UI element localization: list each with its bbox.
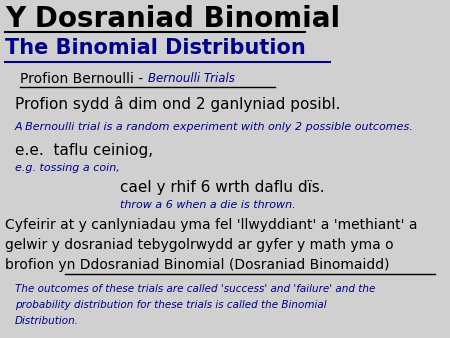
Text: A Bernoulli trial is a random experiment with only 2 possible outcomes.: A Bernoulli trial is a random experiment…: [15, 122, 414, 132]
Text: cael y rhif 6 wrth daflu dïs.: cael y rhif 6 wrth daflu dïs.: [120, 180, 324, 195]
Text: Y Dosraniad Binomial: Y Dosraniad Binomial: [5, 5, 340, 33]
Text: The Binomial Distribution: The Binomial Distribution: [5, 38, 306, 58]
Text: throw a 6 when a die is thrown.: throw a 6 when a die is thrown.: [120, 200, 296, 210]
Text: The outcomes of these trials are called 'success' and 'failure' and the: The outcomes of these trials are called …: [15, 284, 375, 294]
Text: brofion yn Ddosraniad Binomial (Dosraniad Binomaidd): brofion yn Ddosraniad Binomial (Dosrania…: [5, 258, 390, 272]
Text: Profion Bernoulli -: Profion Bernoulli -: [20, 72, 148, 86]
Text: e.g. tossing a coin,: e.g. tossing a coin,: [15, 163, 120, 173]
Text: probability distribution for these trials is called the Binomial: probability distribution for these trial…: [15, 300, 327, 310]
Text: Distribution.: Distribution.: [15, 316, 79, 326]
Text: Bernoulli Trials: Bernoulli Trials: [148, 72, 235, 85]
Text: Profion sydd â dim ond 2 ganlyniad posibl.: Profion sydd â dim ond 2 ganlyniad posib…: [15, 96, 341, 112]
Text: gelwir y dosraniad tebygolrwydd ar gyfer y math yma o: gelwir y dosraniad tebygolrwydd ar gyfer…: [5, 238, 394, 252]
Text: e.e.  taflu ceiniog,: e.e. taflu ceiniog,: [15, 143, 153, 158]
Text: Cyfeirir at y canlyniadau yma fel 'llwyddiant' a 'methiant' a: Cyfeirir at y canlyniadau yma fel 'llwyd…: [5, 218, 418, 232]
